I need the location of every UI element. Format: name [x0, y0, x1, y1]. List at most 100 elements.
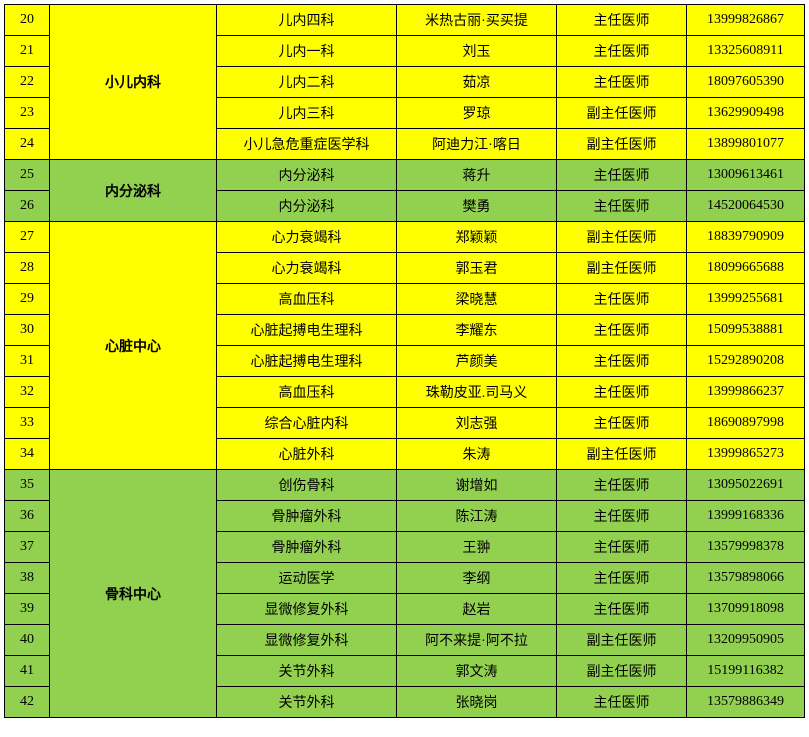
doctor-name-cell: 刘志强 [397, 408, 557, 439]
sub-department-cell: 小儿急危重症医学科 [217, 129, 397, 160]
doctor-title-cell: 主任医师 [557, 687, 687, 718]
sub-department-cell: 心脏起搏电生理科 [217, 315, 397, 346]
doctor-title-cell: 主任医师 [557, 191, 687, 222]
doctor-title-cell: 副主任医师 [557, 98, 687, 129]
department-cell: 骨科中心 [50, 470, 217, 718]
doctor-title-cell: 副主任医师 [557, 129, 687, 160]
phone-cell: 13709918098 [687, 594, 805, 625]
doctor-name-cell: 郑颖颖 [397, 222, 557, 253]
row-number: 24 [5, 129, 50, 160]
sub-department-cell: 心脏外科 [217, 439, 397, 470]
doctor-title-cell: 主任医师 [557, 563, 687, 594]
doctor-name-cell: 李纲 [397, 563, 557, 594]
row-number: 33 [5, 408, 50, 439]
sub-department-cell: 显微修复外科 [217, 594, 397, 625]
doctor-name-cell: 蒋升 [397, 160, 557, 191]
doctor-title-cell: 副主任医师 [557, 253, 687, 284]
sub-department-cell: 儿内四科 [217, 5, 397, 36]
doctor-title-cell: 主任医师 [557, 408, 687, 439]
phone-cell: 18097605390 [687, 67, 805, 98]
doctor-title-cell: 主任医师 [557, 67, 687, 98]
phone-cell: 13579886349 [687, 687, 805, 718]
phone-cell: 15099538881 [687, 315, 805, 346]
row-number: 36 [5, 501, 50, 532]
doctor-name-cell: 梁晓慧 [397, 284, 557, 315]
phone-cell: 13999866237 [687, 377, 805, 408]
doctor-name-cell: 罗琼 [397, 98, 557, 129]
doctor-name-cell: 阿迪力江·喀日 [397, 129, 557, 160]
doctor-title-cell: 主任医师 [557, 160, 687, 191]
doctor-table: 20小儿内科儿内四科米热古丽·买买提主任医师1399982686721儿内一科刘… [4, 4, 805, 718]
department-cell: 心脏中心 [50, 222, 217, 470]
row-number: 31 [5, 346, 50, 377]
sub-department-cell: 内分泌科 [217, 191, 397, 222]
doctor-name-cell: 王翀 [397, 532, 557, 563]
doctor-name-cell: 李耀东 [397, 315, 557, 346]
doctor-name-cell: 郭玉君 [397, 253, 557, 284]
sub-department-cell: 儿内二科 [217, 67, 397, 98]
doctor-title-cell: 主任医师 [557, 5, 687, 36]
phone-cell: 13999255681 [687, 284, 805, 315]
row-number: 35 [5, 470, 50, 501]
doctor-title-cell: 主任医师 [557, 377, 687, 408]
phone-cell: 13999865273 [687, 439, 805, 470]
phone-cell: 18099665688 [687, 253, 805, 284]
sub-department-cell: 高血压科 [217, 377, 397, 408]
row-number: 40 [5, 625, 50, 656]
table-row: 27心脏中心心力衰竭科郑颖颖副主任医师18839790909 [5, 222, 805, 253]
row-number: 28 [5, 253, 50, 284]
doctor-title-cell: 主任医师 [557, 346, 687, 377]
row-number: 27 [5, 222, 50, 253]
sub-department-cell: 心力衰竭科 [217, 253, 397, 284]
phone-cell: 13009613461 [687, 160, 805, 191]
sub-department-cell: 儿内一科 [217, 36, 397, 67]
doctor-name-cell: 芦颜美 [397, 346, 557, 377]
table-row: 25内分泌科内分泌科蒋升主任医师13009613461 [5, 160, 805, 191]
doctor-title-cell: 主任医师 [557, 594, 687, 625]
phone-cell: 13209950905 [687, 625, 805, 656]
doctor-title-cell: 副主任医师 [557, 222, 687, 253]
phone-cell: 13629909498 [687, 98, 805, 129]
department-cell: 小儿内科 [50, 5, 217, 160]
sub-department-cell: 运动医学 [217, 563, 397, 594]
row-number: 30 [5, 315, 50, 346]
doctor-title-cell: 主任医师 [557, 315, 687, 346]
department-cell: 内分泌科 [50, 160, 217, 222]
doctor-title-cell: 副主任医师 [557, 625, 687, 656]
row-number: 25 [5, 160, 50, 191]
doctor-name-cell: 珠勒皮亚.司马义 [397, 377, 557, 408]
row-number: 42 [5, 687, 50, 718]
sub-department-cell: 内分泌科 [217, 160, 397, 191]
sub-department-cell: 关节外科 [217, 656, 397, 687]
doctor-title-cell: 主任医师 [557, 284, 687, 315]
doctor-name-cell: 朱涛 [397, 439, 557, 470]
sub-department-cell: 心力衰竭科 [217, 222, 397, 253]
doctor-title-cell: 主任医师 [557, 470, 687, 501]
row-number: 26 [5, 191, 50, 222]
doctor-name-cell: 樊勇 [397, 191, 557, 222]
table-row: 35骨科中心创伤骨科谢增如主任医师13095022691 [5, 470, 805, 501]
row-number: 39 [5, 594, 50, 625]
sub-department-cell: 高血压科 [217, 284, 397, 315]
row-number: 32 [5, 377, 50, 408]
doctor-name-cell: 陈江涛 [397, 501, 557, 532]
doctor-name-cell: 茹凉 [397, 67, 557, 98]
row-number: 20 [5, 5, 50, 36]
table-row: 20小儿内科儿内四科米热古丽·买买提主任医师13999826867 [5, 5, 805, 36]
doctor-title-cell: 主任医师 [557, 532, 687, 563]
row-number: 37 [5, 532, 50, 563]
phone-cell: 13325608911 [687, 36, 805, 67]
sub-department-cell: 骨肿瘤外科 [217, 501, 397, 532]
doctor-name-cell: 米热古丽·买买提 [397, 5, 557, 36]
row-number: 29 [5, 284, 50, 315]
doctor-title-cell: 主任医师 [557, 36, 687, 67]
phone-cell: 14520064530 [687, 191, 805, 222]
doctor-name-cell: 赵岩 [397, 594, 557, 625]
phone-cell: 13999826867 [687, 5, 805, 36]
sub-department-cell: 创伤骨科 [217, 470, 397, 501]
row-number: 23 [5, 98, 50, 129]
row-number: 41 [5, 656, 50, 687]
doctor-name-cell: 谢增如 [397, 470, 557, 501]
phone-cell: 15199116382 [687, 656, 805, 687]
row-number: 38 [5, 563, 50, 594]
